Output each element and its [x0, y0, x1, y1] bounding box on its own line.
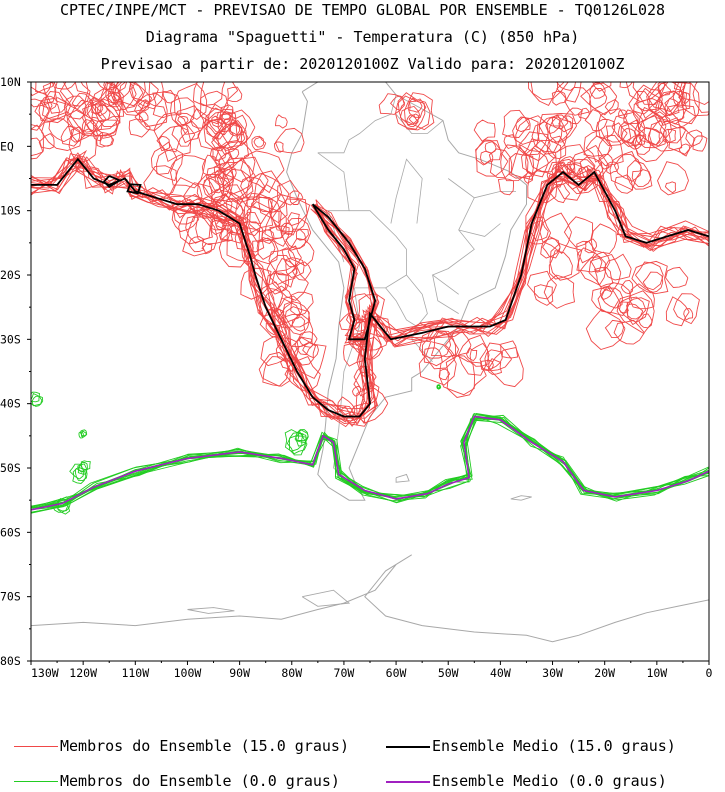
legend-label-mean-0: Ensemble Medio (0.0 graus) — [432, 772, 667, 790]
legend-line-mean-0 — [386, 780, 430, 783]
lat-tick-label: 60S — [0, 525, 21, 539]
lat-tick-label: 10S — [0, 204, 21, 218]
legend-label-mean-15: Ensemble Medio (15.0 graus) — [432, 737, 676, 755]
chart-title: CPTEC/INPE/MCT - PREVISAO DE TEMPO GLOBA… — [59, 1, 666, 19]
lon-tick-label: 130W — [31, 666, 59, 680]
lon-tick-label: 50W — [438, 666, 459, 680]
lat-tick-label: 30S — [0, 332, 21, 346]
lon-tick-label: 30W — [542, 666, 563, 680]
ensemble-members-0-layer — [31, 384, 709, 515]
lon-tick-label: 0 — [706, 666, 713, 680]
axis-ticks: 130W 120W 110W 100W 90W 80W 70W 60W 50W 40W 30W 20W… — [0, 75, 713, 680]
ensemble-mean-layer — [31, 157, 709, 511]
ensemble-members-15-layer — [31, 82, 709, 428]
forecast-validity: Previsao a partir de: 2020120100Z Valido… — [100, 55, 625, 73]
lat-tick-label: 20S — [0, 268, 21, 282]
legend-label-members-0: Membros do Ensemble (0.0 graus) — [60, 772, 340, 790]
lon-tick-label: 60W — [386, 666, 407, 680]
lon-tick-label: 80W — [281, 666, 302, 680]
legend-mean-15: Ensemble Medio (15.0 graus) — [386, 737, 676, 755]
legend-members-15: Membros do Ensemble (15.0 graus) — [14, 737, 349, 755]
lat-tick-label: 80S — [0, 654, 21, 668]
lon-tick-label: 110W — [121, 666, 149, 680]
lon-tick-label: 90W — [229, 666, 250, 680]
lat-tick-label: EQ — [0, 139, 14, 153]
legend-members-0: Membros do Ensemble (0.0 graus) — [14, 772, 340, 790]
legend-line-members-0 — [14, 781, 58, 782]
lon-tick-label: 10W — [646, 666, 667, 680]
lon-tick-label: 120W — [69, 666, 97, 680]
legend-line-mean-15 — [386, 745, 430, 748]
lat-tick-label: 40S — [0, 397, 21, 411]
lon-tick-label: 20W — [594, 666, 615, 680]
legend-label-members-15: Membros do Ensemble (15.0 graus) — [60, 737, 349, 755]
lat-tick-label: 10N — [0, 75, 21, 89]
lat-tick-label: 70S — [0, 590, 21, 604]
lon-tick-label: 70W — [334, 666, 355, 680]
legend-mean-0: Ensemble Medio (0.0 graus) — [386, 772, 667, 790]
lon-tick-label: 100W — [174, 666, 202, 680]
chart-subtitle: Diagrama "Spaguetti" - Temperatura (C) (… — [145, 28, 580, 46]
legend-line-members-15 — [14, 746, 58, 747]
lat-tick-label: 50S — [0, 461, 21, 475]
lon-tick-label: 40W — [490, 666, 511, 680]
